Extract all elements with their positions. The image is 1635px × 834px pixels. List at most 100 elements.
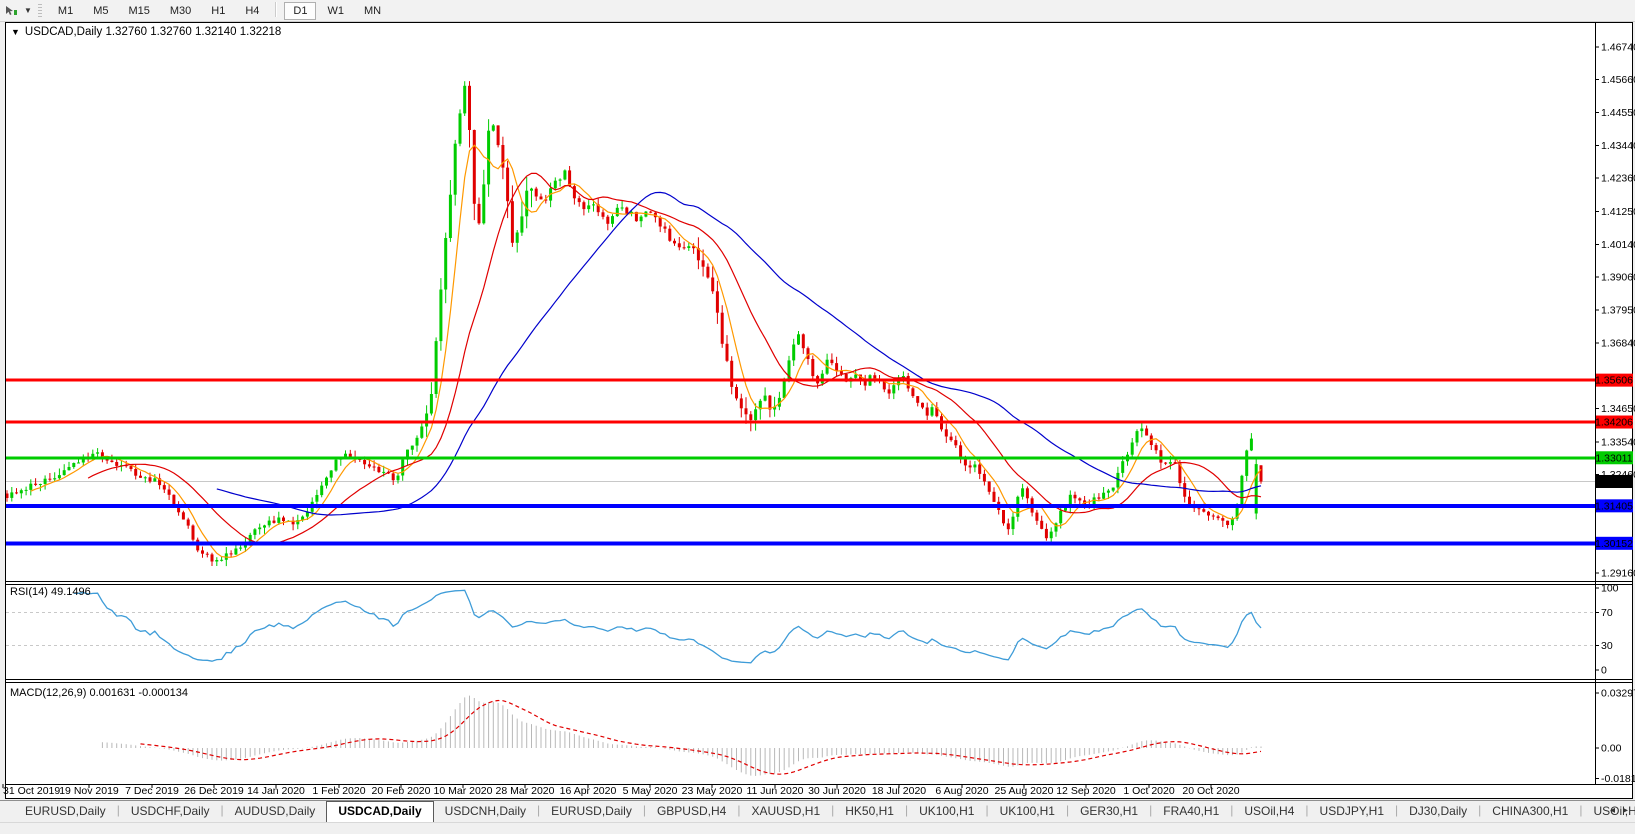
- tabs-scroll-right-icon[interactable]: ▸: [1622, 805, 1628, 816]
- tab-separator: |: [1149, 803, 1153, 817]
- date-tick-label: 20 Oct 2020: [1182, 785, 1239, 797]
- tab-separator: |: [1395, 803, 1399, 817]
- date-tick-label: 20 Feb 2020: [372, 785, 431, 797]
- symbol-tab-eurusd-daily[interactable]: EURUSD,Daily: [551, 804, 632, 818]
- symbol-tab-ger30-h1[interactable]: GER30,H1: [1080, 804, 1139, 818]
- tab-separator: |: [1230, 803, 1234, 817]
- chart-menu-icon[interactable]: ▼: [11, 27, 20, 37]
- timeframe-button-m5[interactable]: M5: [93, 4, 109, 17]
- price-tick-label: 1.39060: [1601, 271, 1635, 283]
- symbol-tab-dj30-daily[interactable]: DJ30,Daily: [1409, 804, 1468, 818]
- tab-separator: |: [1065, 803, 1070, 817]
- timeframe-button-m30[interactable]: M30: [169, 4, 192, 17]
- price-tick-label: 1.42360: [1601, 173, 1635, 185]
- chart-quote-line: ▼ USDCAD,Daily 1.32760 1.32760 1.32140 1.…: [11, 26, 281, 38]
- rsi-tick-label: 0: [1601, 665, 1607, 677]
- price-badge-1.32218: [1596, 474, 1633, 488]
- symbol-tab-usoil-h4[interactable]: USOil,H4: [1244, 804, 1295, 818]
- ma-6-line: [30, 144, 1262, 558]
- price-badge-1.35606: [1596, 373, 1633, 387]
- date-tick-label: 5 May 2020: [623, 785, 678, 797]
- symbol-tab-usdcad-daily[interactable]: USDCAD,Daily: [326, 801, 434, 822]
- chart-window: [5, 22, 1633, 799]
- chart-symbol-period: USDCAD,Daily: [24, 26, 103, 38]
- timeframe-button-w1[interactable]: W1: [327, 4, 344, 17]
- date-tick-label: 6 Aug 2020: [935, 785, 988, 797]
- rsi-indicator-label: RSI(14) 49.1496: [10, 586, 91, 598]
- tabs-scroll-left-icon[interactable]: ◂: [1609, 805, 1615, 816]
- price-tick-label: 1.43440: [1601, 140, 1635, 152]
- symbol-tab-eurusd-daily[interactable]: EURUSD,Daily: [25, 804, 106, 818]
- macd-tick-label: 0.00: [1601, 743, 1622, 755]
- symbol-tab-xauusd-h1[interactable]: XAUUSD,H1: [751, 804, 821, 818]
- tab-separator: |: [1305, 803, 1309, 817]
- ma-18-line: [87, 172, 1262, 545]
- price-badge-1.33011: [1596, 451, 1633, 465]
- price-badge-1.31405: [1596, 499, 1633, 513]
- price-badge-1.34206: [1596, 415, 1633, 429]
- tool-dropdown-caret-icon[interactable]: ▼: [24, 6, 32, 15]
- timeframe-button-h4[interactable]: H4: [245, 4, 260, 17]
- macd-pane[interactable]: [6, 684, 1595, 784]
- time-scale[interactable]: [6, 785, 1595, 798]
- price-badge-text: 1.30152: [1595, 538, 1633, 550]
- tab-separator: |: [985, 803, 989, 817]
- price-badge-text: 1.33011: [1595, 452, 1632, 464]
- tab-separator: |: [831, 803, 835, 817]
- symbol-tab-china300-h1[interactable]: CHINA300,H1: [1492, 804, 1569, 818]
- symbol-tab-usdchf-daily[interactable]: USDCHF,Daily: [130, 804, 210, 818]
- macd-tick-label: -0.01815: [1601, 773, 1635, 785]
- date-tick-label: 16 Apr 2020: [560, 785, 617, 797]
- timeframe-button-m15[interactable]: M15: [128, 4, 150, 17]
- timeframe-button-mn[interactable]: MN: [363, 4, 382, 17]
- tab-separator: |: [737, 803, 741, 817]
- rsi-tick-label: 70: [1601, 607, 1613, 619]
- symbol-tabs: EURUSD,Daily | USDCHF,Daily | AUDUSD,Daily US…: [0, 801, 1635, 822]
- tab-scroll-arrows: ◂ ▸: [1606, 805, 1632, 816]
- symbol-tab-uk100-h1[interactable]: UK100,H1: [919, 804, 975, 818]
- price-tick-label: 1.46740: [1601, 42, 1635, 54]
- symbol-tab-usdcnh-daily[interactable]: USDCNH,Daily: [444, 804, 527, 818]
- price-tick-label: 1.45660: [1601, 74, 1635, 86]
- date-tick-label: 10 Mar 2020: [434, 785, 493, 797]
- symbol-tab-usdjpy-h1[interactable]: USDJPY,H1: [1319, 804, 1385, 818]
- price-badge-text: 1.34206: [1595, 417, 1633, 429]
- date-tick-label: 12 Sep 2020: [1056, 785, 1116, 797]
- toolbar-separator: [275, 1, 278, 17]
- symbol-tab-audusd-daily[interactable]: AUDUSD,Daily: [234, 804, 316, 818]
- date-tick-label: 31 Oct 2019: [3, 785, 60, 797]
- timeframe-button-h1[interactable]: H1: [211, 4, 226, 17]
- date-tick-label: 1 Feb 2020: [312, 785, 365, 797]
- rsi-tick-label: 100: [1601, 583, 1619, 595]
- rsi-pane[interactable]: [6, 584, 1595, 678]
- toolbar-grip[interactable]: [37, 4, 42, 17]
- main-chart-pane[interactable]: [6, 40, 1595, 581]
- date-tick-label: 18 Jul 2020: [872, 785, 926, 797]
- tab-separator: |: [904, 803, 909, 817]
- symbol-tab-fra40-h1[interactable]: FRA40,H1: [1163, 804, 1220, 818]
- price-tick-label: 1.36840: [1601, 338, 1635, 350]
- date-tick-label: 1 Oct 2020: [1123, 785, 1175, 797]
- price-scale[interactable]: [1596, 23, 1633, 783]
- symbol-tab-usoil-h1[interactable]: USOil,H1: [1593, 804, 1635, 818]
- date-tick-label: 11 Jun 2020: [746, 785, 803, 797]
- date-tick-label: 30 Jun 2020: [808, 785, 866, 797]
- timeframe-button-d1[interactable]: D1: [284, 1, 317, 20]
- tab-separator: |: [116, 803, 120, 817]
- timeframe-button-m1[interactable]: M1: [57, 4, 74, 17]
- price-tick-label: 1.37950: [1601, 304, 1635, 316]
- macd-indicator-label: MACD(12,26,9) 0.001631 -0.000134: [10, 687, 188, 699]
- price-tick-label: 1.41250: [1601, 206, 1635, 218]
- tab-separator: |: [220, 803, 224, 817]
- top-toolbar: ▼ M1 M5 M15 M30 H1 H4 D1 W1 MN: [0, 0, 1635, 22]
- price-tick-label: 1.34650: [1601, 403, 1635, 415]
- symbol-tab-gbpusd-h4[interactable]: GBPUSD,H4: [656, 804, 727, 818]
- symbol-tab-uk100-h1[interactable]: UK100,H1: [999, 804, 1055, 818]
- cursor-tool-icon[interactable]: [4, 5, 18, 17]
- date-tick-label: 7 Dec 2019: [125, 785, 179, 797]
- ma-45-line: [216, 191, 1262, 516]
- symbol-tab-hk50-h1[interactable]: HK50,H1: [845, 804, 894, 818]
- price-badge-1.30152: [1596, 536, 1633, 550]
- tab-separator: |: [537, 803, 541, 817]
